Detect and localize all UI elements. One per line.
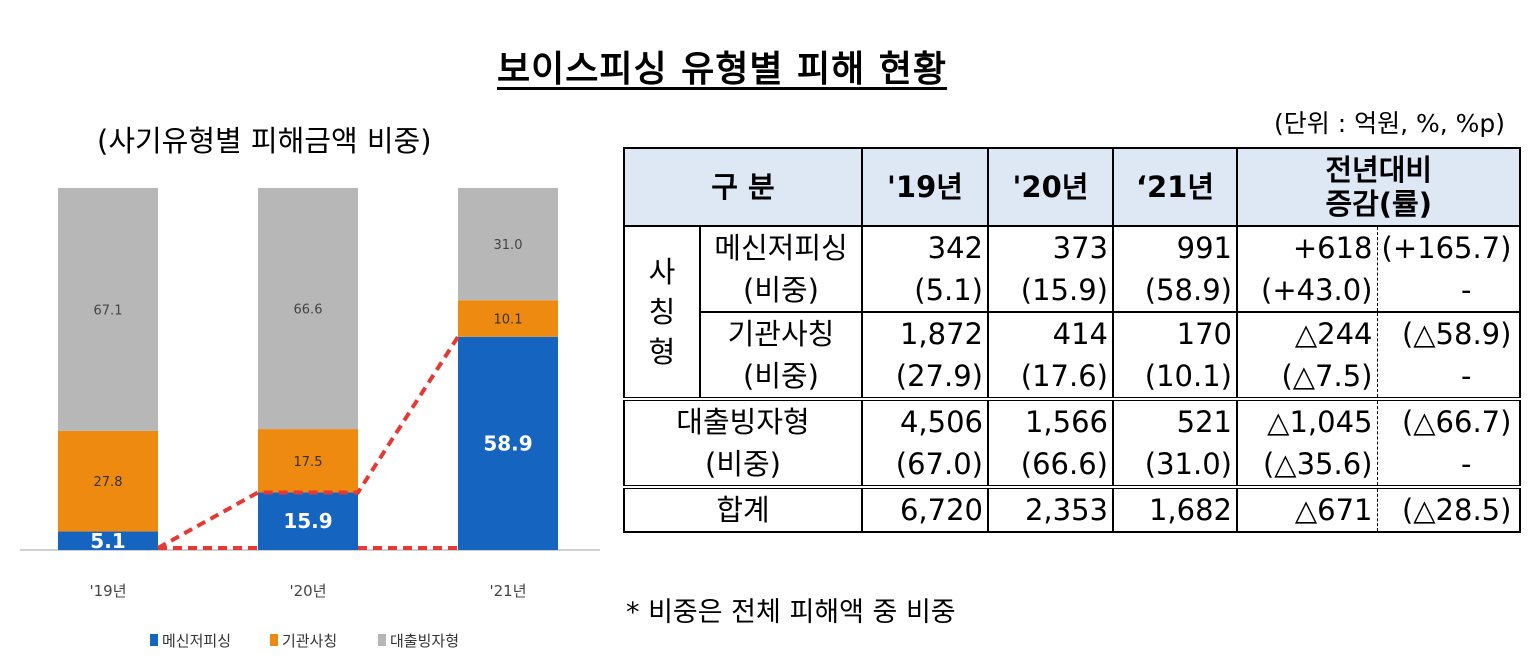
cell-change: △244 (△7.5) <box>1236 311 1378 400</box>
x-tick-label: '20년 <box>289 582 326 600</box>
unit-label: (단위 : 억원, %, %p) <box>1274 109 1505 138</box>
cell-2019: 342 (5.1) <box>861 225 989 313</box>
cell-2021: 521 (31.0) <box>1112 397 1238 488</box>
legend-label: 메신저피싱 <box>162 632 231 650</box>
table-row: 사 칭 형 메신저피싱 (비중) 342 (5.1) 373 (15.9) 991 (5… <box>623 225 1522 400</box>
total-2021: 1,682 <box>1112 485 1238 533</box>
table-row: 대출빙자형 (비중) 4,506 (67.0) 1,566 (66.6) 521 (31… <box>623 397 1522 488</box>
data-label: 58.9 <box>483 431 532 455</box>
cell-change: +618 (+43.0) <box>1236 225 1378 313</box>
cell-change: △1,045 (△35.6) <box>1236 397 1378 488</box>
group-label-char: 형 <box>648 335 676 369</box>
header-category: 구 분 <box>623 147 863 227</box>
bar-segment-2-2 <box>258 429 358 493</box>
header-change-line1: 전년대비 <box>1325 153 1433 187</box>
damage-table: 구 분 '19년 '20년 ‘21년 전년대비 증감(률) 사 칭 형 메신저피… <box>623 147 1522 533</box>
data-label: 27.8 <box>94 475 123 490</box>
cell-rate: (△66.7) - <box>1376 397 1522 488</box>
total-2019: 6,720 <box>861 485 989 533</box>
total-rate: (△28.5) <box>1376 485 1522 533</box>
data-label: 67.1 <box>94 303 123 318</box>
legend-label: 대출빙자형 <box>390 632 459 650</box>
stacked-bar-chart: 5.1 27.8 67.1 '19년 15.9 17.5 66.6 '20년 58.9 10.1 3… <box>20 188 600 650</box>
bar-segment-3-3 <box>458 188 558 301</box>
data-label: 5.1 <box>90 529 125 553</box>
bar-segment-1-1 <box>58 531 158 550</box>
page-title: 보이스피싱 유형별 피해 현황 <box>497 49 948 90</box>
row-name: 메신저피싱 (비중) <box>699 225 863 313</box>
header-change-line2: 증감(률) <box>1325 187 1432 221</box>
group-label-char: 사 <box>648 255 676 289</box>
bar-segment-1-3 <box>458 336 558 550</box>
x-tick-label: '21년 <box>489 582 526 600</box>
legend-swatch <box>150 634 158 646</box>
header-change: 전년대비 증감(률) <box>1235 147 1522 227</box>
trend-line-top <box>157 335 460 550</box>
bar-segment-3-1 <box>58 188 158 431</box>
header-2019: '19년 <box>861 147 989 227</box>
data-label: 66.6 <box>294 303 323 318</box>
legend-swatch <box>270 634 278 646</box>
cell-2020: 1,566 (66.6) <box>987 397 1114 488</box>
legend-swatch <box>378 634 386 646</box>
total-label: 합계 <box>623 485 863 533</box>
row-name: 대출빙자형 (비중) <box>623 397 863 488</box>
cell-2019: 4,506 (67.0) <box>861 397 989 488</box>
table-header-row: 구 분 '19년 '20년 ‘21년 전년대비 증감(률) <box>623 147 1522 227</box>
cell-rate: (△58.9) - <box>1376 311 1522 400</box>
table-row: 기관사칭 (비중) 1,872 (27.9) 414 (17.6) 170 (10.1)… <box>624 311 1522 400</box>
cell-2020: 414 (17.6) <box>987 311 1114 400</box>
row-name: 기관사칭 (비중) <box>699 311 863 400</box>
chart-caption: (사기유형별 피해금액 비중) <box>97 124 432 158</box>
cell-2021: 991 (58.9) <box>1112 225 1238 313</box>
data-label: 15.9 <box>283 509 332 533</box>
bar-segment-1-2 <box>258 492 358 550</box>
data-label: 10.1 <box>494 313 523 328</box>
bar-segment-2-3 <box>458 300 558 337</box>
cell-rate: (+165.7) - <box>1376 225 1522 313</box>
group-label: 사 칭 형 <box>623 225 701 400</box>
cell-2021: 170 (10.1) <box>1112 311 1238 400</box>
header-2020: '20년 <box>987 147 1114 227</box>
data-label: 17.5 <box>294 455 323 470</box>
total-change: △671 <box>1236 485 1378 533</box>
bar-segment-2-1 <box>58 430 158 532</box>
header-2021: ‘21년 <box>1112 147 1238 227</box>
cell-2020: 373 (15.9) <box>987 225 1114 313</box>
total-2020: 2,353 <box>987 485 1114 533</box>
bar-segment-3-2 <box>258 188 358 430</box>
group-label-char: 칭 <box>648 295 676 329</box>
cell-2019: 1,872 (27.9) <box>861 311 989 400</box>
data-label: 31.0 <box>494 238 523 253</box>
footnote: * 비중은 전체 피해액 중 비중 <box>626 597 956 628</box>
legend-label: 기관사칭 <box>282 632 337 650</box>
table-total-row: 합계 6,720 2,353 1,682 △671 (△28.5) <box>623 485 1522 533</box>
x-tick-label: '19년 <box>89 582 126 600</box>
